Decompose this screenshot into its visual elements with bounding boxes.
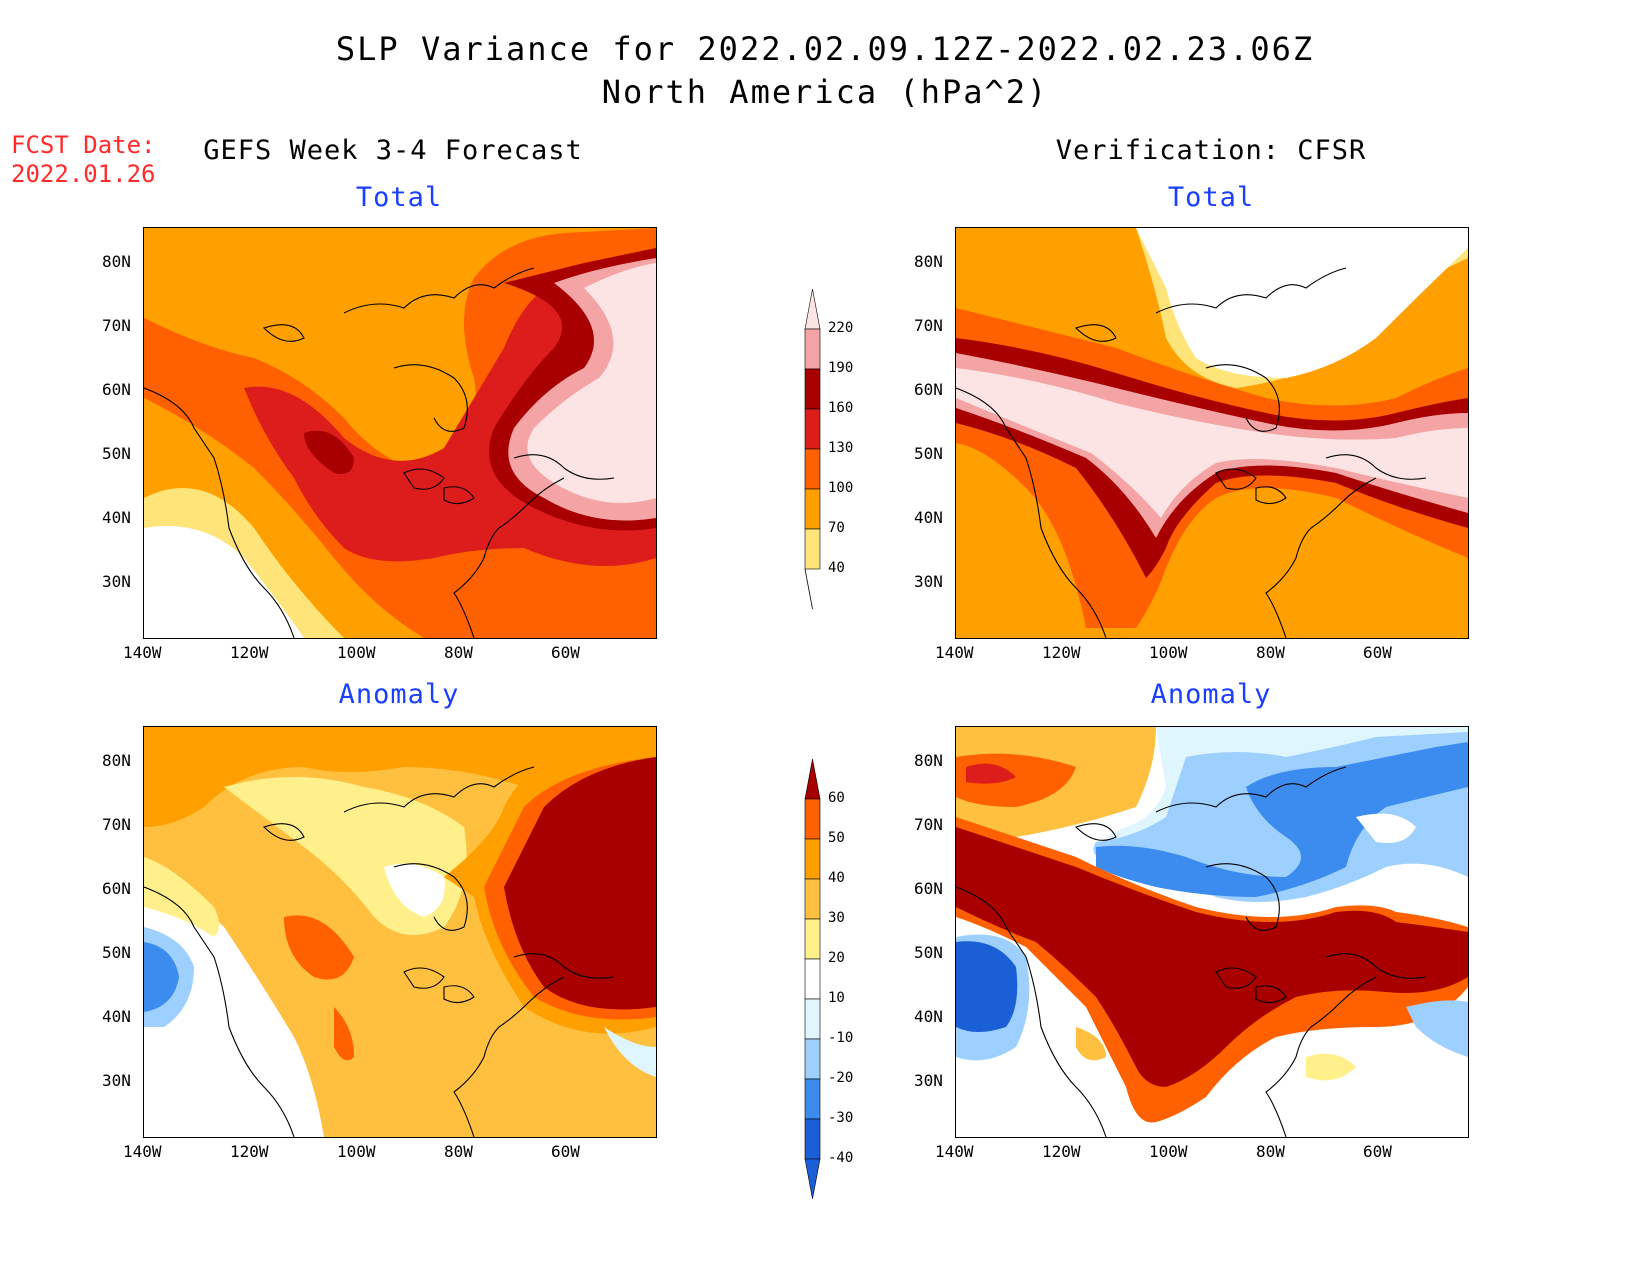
lat-tick-label: 50N [102, 943, 131, 962]
lat-tick-label: 60N [102, 879, 131, 898]
colorbar-box [804, 878, 821, 920]
lon-tick-label: 140W [935, 1142, 974, 1161]
anomaly-colorbar [804, 758, 821, 1200]
lat-tick-label: 30N [914, 572, 943, 591]
lon-tick-label: 100W [1149, 643, 1188, 662]
lon-tick-label: 80W [444, 1142, 473, 1161]
colorbar-bottom-line [804, 568, 813, 610]
lat-tick-label: 40N [914, 1007, 943, 1026]
forecast-anomaly-title: Anomaly [338, 679, 460, 710]
lat-tick-label: 80N [914, 751, 943, 770]
forecast-column-title: GEFS Week 3-4 Forecast [203, 135, 583, 166]
colorbar-box [804, 328, 821, 370]
lat-tick-label: 50N [914, 444, 943, 463]
figure-title: SLP Variance for 2022.02.09.12Z-2022.02.… [335, 30, 1315, 68]
colorbar-bottom-arrow [804, 1158, 821, 1200]
colorbar-box [804, 448, 821, 490]
fcst-date-value: 2022.01.26 [11, 160, 156, 188]
colorbar-box [804, 528, 821, 570]
verif-total-title: Total [1167, 182, 1255, 213]
verif-anomaly-map [955, 726, 1469, 1138]
colorbar-top-arrow [804, 288, 821, 330]
colorbar-level-label: -40 [828, 1150, 854, 1166]
colorbar-level-label: 30 [828, 910, 845, 926]
colorbar-box [804, 1078, 821, 1120]
lat-tick-label: 30N [914, 1071, 943, 1090]
total-colorbar [804, 288, 821, 610]
forecast-anomaly-map [143, 726, 657, 1138]
lat-tick-label: 30N [102, 572, 131, 591]
lat-tick-label: 80N [914, 252, 943, 271]
forecast-total-title: Total [355, 182, 443, 213]
colorbar-level-label: 130 [828, 440, 854, 456]
lon-tick-label: 80W [1256, 1142, 1285, 1161]
lat-tick-label: 70N [914, 815, 943, 834]
colorbar-level-label: 190 [828, 360, 854, 376]
lat-tick-label: 70N [102, 815, 131, 834]
lon-tick-label: 120W [1042, 1142, 1081, 1161]
colorbar-box [804, 958, 821, 1000]
lon-tick-label: 140W [935, 643, 974, 662]
colorbar-box [804, 998, 821, 1040]
colorbar-level-label: 50 [828, 830, 845, 846]
colorbar-level-label: 160 [828, 400, 854, 416]
lat-tick-label: 60N [102, 380, 131, 399]
lon-tick-label: 60W [551, 643, 580, 662]
fcst-date-label: FCST Date: [11, 131, 156, 159]
colorbar-box [804, 918, 821, 960]
colorbar-level-label: 220 [828, 320, 854, 336]
colorbar-box [804, 838, 821, 880]
lat-tick-label: 50N [914, 943, 943, 962]
forecast-total-map [143, 227, 657, 639]
colorbar-level-label: 40 [828, 870, 845, 886]
colorbar-box [804, 408, 821, 450]
lon-tick-label: 120W [1042, 643, 1081, 662]
colorbar-box [804, 798, 821, 840]
lat-tick-label: 80N [102, 252, 131, 271]
colorbar-top-arrow [804, 758, 821, 800]
lon-tick-label: 60W [1363, 1142, 1392, 1161]
lat-tick-label: 50N [102, 444, 131, 463]
lon-tick-label: 140W [123, 1142, 162, 1161]
lon-tick-label: 80W [1256, 643, 1285, 662]
lat-tick-label: 80N [102, 751, 131, 770]
lat-tick-label: 70N [102, 316, 131, 335]
lon-tick-label: 80W [444, 643, 473, 662]
colorbar-box [804, 1038, 821, 1080]
verif-anomaly-title: Anomaly [1150, 679, 1272, 710]
lat-tick-label: 40N [102, 508, 131, 527]
lat-tick-label: 40N [914, 508, 943, 527]
colorbar-level-label: 20 [828, 950, 845, 966]
colorbar-level-label: 100 [828, 480, 854, 496]
lon-tick-label: 100W [337, 643, 376, 662]
colorbar-level-label: 10 [828, 990, 845, 1006]
colorbar-level-label: 40 [828, 560, 845, 576]
figure-subtitle: North America (hPa^2) [601, 73, 1049, 111]
lon-tick-label: 100W [1149, 1142, 1188, 1161]
lat-tick-label: 40N [102, 1007, 131, 1026]
lon-tick-label: 60W [1363, 643, 1392, 662]
colorbar-level-label: -20 [828, 1070, 854, 1086]
lat-tick-label: 60N [914, 879, 943, 898]
lon-tick-label: 120W [230, 1142, 269, 1161]
colorbar-level-label: 60 [828, 790, 845, 806]
colorbar-level-label: -10 [828, 1030, 854, 1046]
colorbar-level-label: -30 [828, 1110, 854, 1126]
colorbar-box [804, 1118, 821, 1160]
lon-tick-label: 60W [551, 1142, 580, 1161]
colorbar-box [804, 368, 821, 410]
verif-total-map [955, 227, 1469, 639]
lat-tick-label: 60N [914, 380, 943, 399]
lon-tick-label: 140W [123, 643, 162, 662]
verification-column-title: Verification: CFSR [1055, 135, 1367, 166]
lon-tick-label: 100W [337, 1142, 376, 1161]
colorbar-level-label: 70 [828, 520, 845, 536]
lat-tick-label: 70N [914, 316, 943, 335]
colorbar-box [804, 488, 821, 530]
lon-tick-label: 120W [230, 643, 269, 662]
lat-tick-label: 30N [102, 1071, 131, 1090]
